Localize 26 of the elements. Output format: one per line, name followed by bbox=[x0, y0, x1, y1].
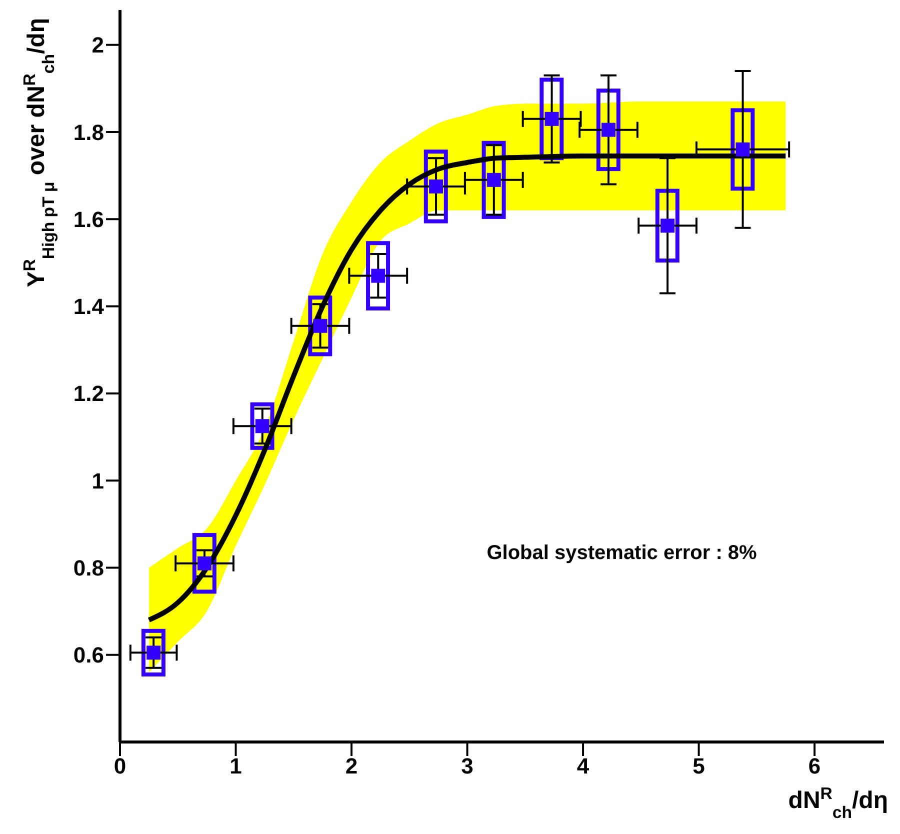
x-tick-label: 3 bbox=[461, 754, 474, 779]
y-tick-label: 1 bbox=[92, 468, 104, 494]
point bbox=[429, 179, 444, 194]
x-tick-label: 5 bbox=[692, 754, 705, 779]
point bbox=[601, 122, 616, 137]
point bbox=[660, 218, 675, 233]
x-axis-title: dN$^{R}$$_{ch}$/dη bbox=[788, 784, 888, 822]
point bbox=[544, 112, 559, 126]
y-tick-label: 0.8 bbox=[73, 556, 104, 581]
point bbox=[313, 318, 328, 333]
x-tick-label: 0 bbox=[114, 754, 126, 779]
y-tick-label: 1.6 bbox=[73, 206, 104, 232]
y-tick-label: 1.2 bbox=[73, 381, 104, 406]
point bbox=[198, 556, 212, 570]
x-tick-label: 1 bbox=[230, 754, 242, 779]
x-tick-label: 6 bbox=[808, 754, 821, 779]
x-tick-label: 4 bbox=[576, 754, 590, 779]
y-tick-label: 2 bbox=[92, 32, 104, 58]
x-tick-label: 2 bbox=[345, 754, 358, 779]
annotation: Global systematic error : 8% bbox=[486, 542, 758, 564]
point bbox=[371, 268, 386, 283]
y-tick-label: 1.4 bbox=[73, 294, 105, 320]
point bbox=[736, 142, 750, 156]
point bbox=[486, 172, 501, 187]
y-tick-label: 0.6 bbox=[73, 642, 104, 668]
y-tick-label: 1.8 bbox=[73, 120, 104, 145]
